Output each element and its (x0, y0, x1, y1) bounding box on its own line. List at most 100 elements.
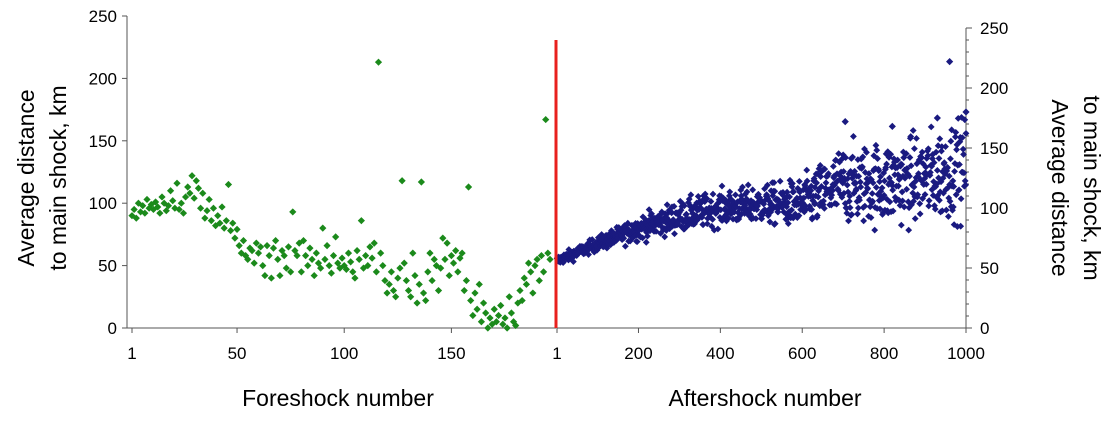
foreshock-point (323, 242, 331, 250)
aftershock-point (898, 188, 906, 196)
aftershock-point (869, 179, 877, 187)
aftershock-point (888, 182, 896, 189)
foreshock-point (527, 268, 535, 276)
foreshock-point (460, 286, 468, 295)
aftershock-point (809, 214, 816, 222)
aftershock-point (946, 197, 954, 205)
aftershock-point (856, 178, 864, 186)
foreshock-point (400, 259, 408, 267)
foreshock-point (452, 247, 460, 255)
aftershock-point (907, 133, 915, 140)
aftershock-point (709, 190, 717, 198)
aftershock-point (846, 192, 854, 200)
aftershock-point (841, 118, 849, 126)
aftershock-point (859, 153, 867, 161)
foreshock-point (503, 324, 511, 332)
foreshock-point (289, 208, 297, 216)
aftershock-point (671, 230, 678, 238)
foreshock-point (214, 212, 222, 220)
aftershock-point (954, 114, 962, 122)
aftershock-point (960, 151, 967, 158)
aftershock-point (880, 169, 888, 177)
aftershock-point (560, 258, 567, 266)
foreshock-point (184, 183, 192, 191)
aftershock-point (948, 126, 956, 134)
foreshock-point (282, 264, 290, 272)
aftershock-point (956, 161, 963, 168)
foreshock-point (409, 249, 417, 257)
foreshock-point (169, 197, 177, 205)
foreshock-point (141, 209, 149, 217)
foreshock-point (186, 189, 194, 197)
aftershock-point (945, 172, 953, 180)
aftershock-point (875, 197, 883, 204)
aftershock-point (845, 217, 852, 225)
foreshock-point (231, 234, 239, 242)
aftershock-point (957, 195, 965, 203)
aftershock-point (890, 158, 898, 166)
aftershock-point (861, 169, 869, 176)
foreshock-point (394, 274, 402, 282)
aftershock-point (707, 209, 714, 217)
aftershock-point (962, 130, 970, 137)
aftershock-point (909, 127, 917, 134)
aftershock-point (620, 234, 628, 242)
foreshock-point (310, 271, 318, 280)
aftershock-point (849, 153, 856, 161)
right-x-tick-label: 1000 (947, 344, 985, 363)
aftershock-point (565, 246, 573, 253)
foreshock-point (398, 177, 406, 185)
aftershock-point (865, 170, 873, 177)
foreshock-point (533, 255, 541, 263)
aftershock-point (872, 141, 880, 149)
aftershock-point (718, 182, 726, 190)
foreshock-point (207, 217, 215, 225)
foreshock-point (370, 239, 378, 247)
right-y-tick-label: 0 (980, 319, 989, 338)
aftershock-point (927, 123, 935, 131)
aftershock-point (840, 168, 847, 175)
foreshock-point (332, 233, 340, 241)
foreshock-point (252, 239, 260, 247)
foreshock-point (353, 247, 361, 255)
aftershock-point (703, 195, 711, 202)
foreshock-point (381, 276, 389, 285)
aftershock-point (724, 214, 732, 222)
foreshock-point (464, 183, 473, 191)
foreshock-point (539, 268, 548, 276)
aftershock-point (807, 187, 815, 195)
aftershock-point (642, 238, 650, 246)
foreshock-point (537, 252, 546, 260)
aftershock-point (714, 225, 722, 233)
foreshock-point (490, 305, 498, 313)
foreshock-point (250, 259, 258, 267)
aftershock-point (930, 159, 938, 166)
aftershock-point (955, 186, 963, 194)
aftershock-point (783, 203, 791, 211)
foreshock-point (535, 276, 543, 285)
aftershock-point (813, 212, 821, 219)
right-x-tick-label: 800 (870, 344, 898, 363)
foreshock-point (257, 243, 265, 251)
aftershock-point (915, 156, 923, 164)
foreshock-point (417, 178, 425, 186)
foreshock-point (156, 209, 164, 217)
aftershock-point (896, 201, 904, 209)
foreshock-point (293, 252, 301, 260)
left-x-tick-label: 150 (437, 344, 465, 363)
foreshock-point (441, 255, 449, 263)
foreshock-point (192, 177, 200, 185)
aftershock-point (876, 205, 884, 213)
foreshock-point (274, 255, 282, 263)
aftershock-point (749, 186, 757, 194)
foreshock-point (499, 320, 507, 328)
aftershock-point (863, 148, 870, 156)
aftershock-point (783, 188, 791, 196)
right-axes: 0 50 100 150 200 250 1 200 400 600 800 1000 (552, 19, 1008, 363)
aftershock-point (852, 180, 859, 187)
aftershock-point (813, 179, 820, 187)
aftershock-point (795, 177, 803, 185)
foreshock-point (366, 243, 374, 251)
foreshock-point (424, 268, 432, 276)
